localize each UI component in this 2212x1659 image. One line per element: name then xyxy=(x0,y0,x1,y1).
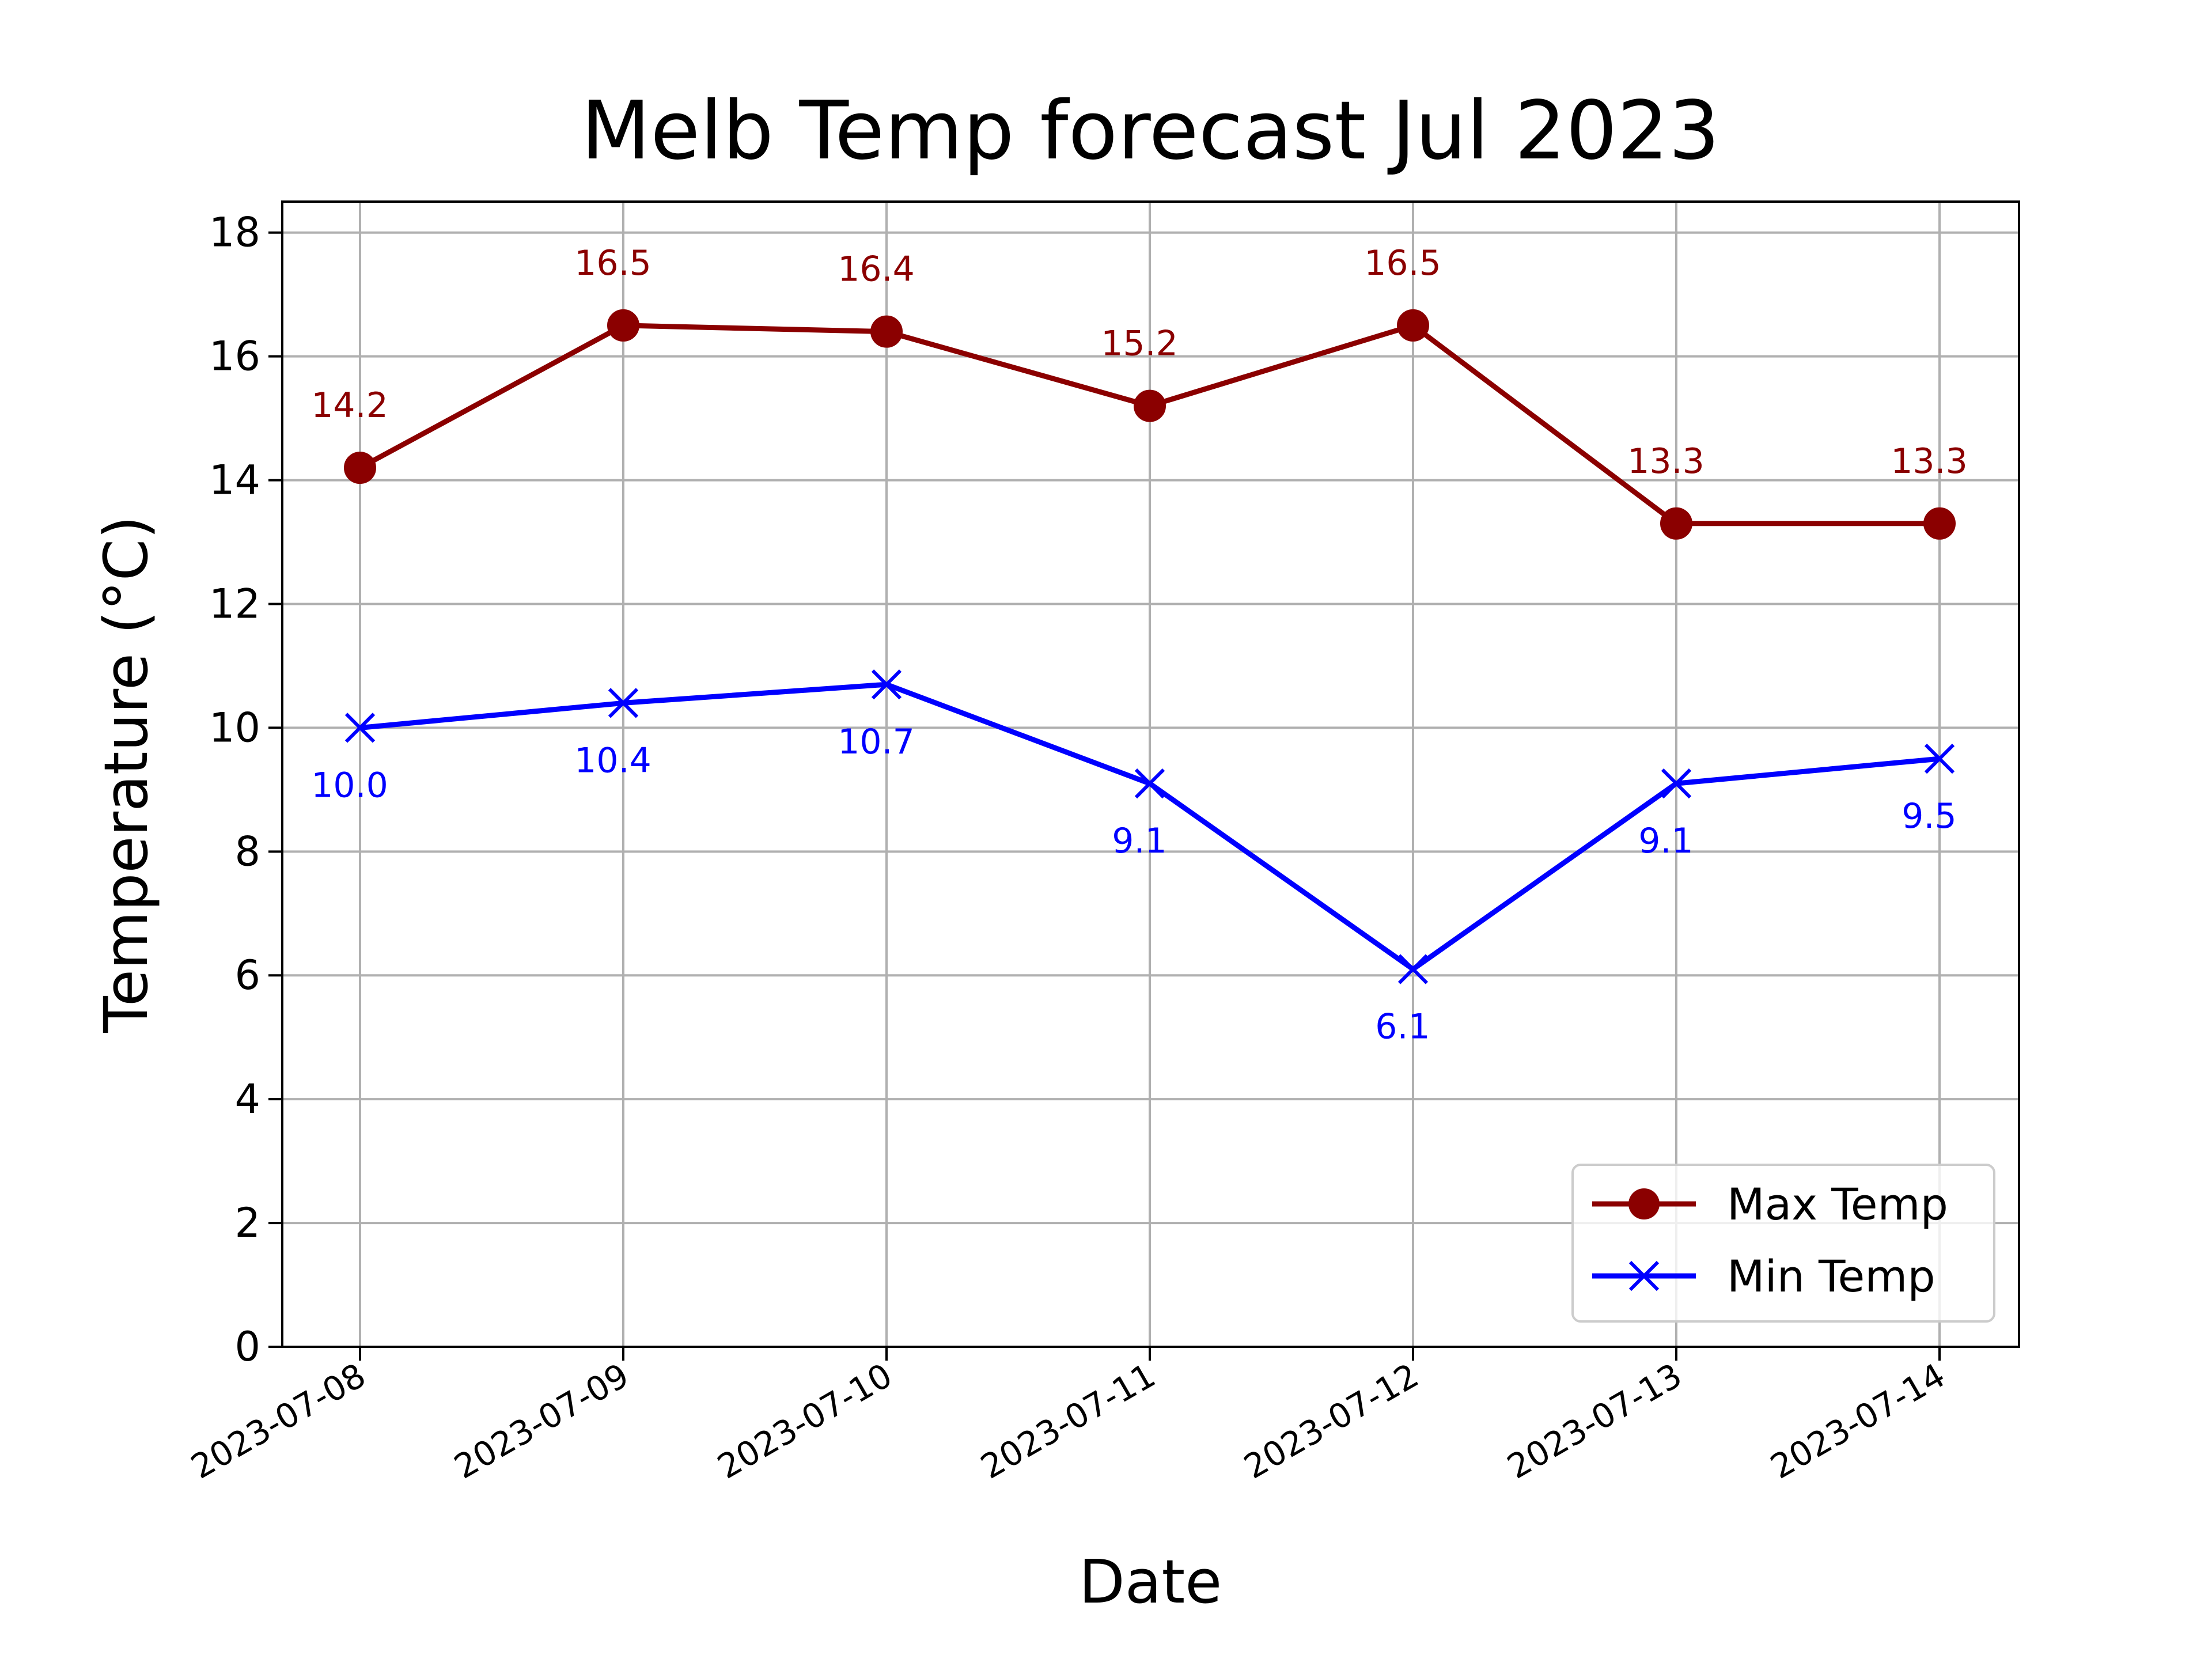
min-temp-data-label: 10.4 xyxy=(574,740,652,781)
legend-label: Max Temp xyxy=(1727,1179,1948,1230)
y-tick-label: 10 xyxy=(209,704,260,751)
max-temp-data-label: 16.5 xyxy=(574,243,652,283)
min-temp-data-label: 9.1 xyxy=(1112,821,1166,861)
legend-marker xyxy=(1628,1260,1660,1291)
marker-stroke xyxy=(1661,768,1692,799)
marker-stroke xyxy=(608,688,639,718)
marker-stroke xyxy=(1397,954,1429,984)
max-temp-data-label: 13.3 xyxy=(1891,441,1968,482)
min-temp-point xyxy=(871,669,902,700)
y-tick-label: 16 xyxy=(209,333,260,380)
y-tick-label: 6 xyxy=(234,952,260,999)
y-tick-label: 12 xyxy=(209,580,260,627)
max-temp-point xyxy=(344,452,376,484)
y-tick-label: 4 xyxy=(234,1075,260,1123)
legend-marker xyxy=(1628,1188,1660,1219)
y-tick-label: 18 xyxy=(209,209,260,256)
max-temp-point xyxy=(1660,507,1692,540)
min-temp-data-label: 10.7 xyxy=(838,722,915,762)
y-tick-label: 0 xyxy=(234,1323,260,1370)
chart-title: Melb Temp forecast Jul 2023 xyxy=(581,84,1719,178)
max-temp-data-label: 14.2 xyxy=(311,385,388,426)
y-tick-label: 8 xyxy=(234,828,260,875)
marker-stroke xyxy=(1134,768,1165,799)
min-temp-data-label: 9.1 xyxy=(1638,821,1693,861)
marker-stroke xyxy=(344,713,376,743)
marker-stroke xyxy=(871,669,902,700)
max-temp-data-label: 16.4 xyxy=(838,249,915,290)
min-temp-point xyxy=(344,713,376,743)
min-temp-point xyxy=(1661,768,1692,799)
max-temp-data-label: 16.5 xyxy=(1364,243,1441,283)
min-temp-point xyxy=(1134,768,1165,799)
legend: Max Temp Min Temp xyxy=(1571,1164,1995,1323)
max-temp-point xyxy=(607,309,639,342)
min-temp-data-label: 9.5 xyxy=(1902,796,1956,836)
legend-entry-max-temp: Max Temp xyxy=(1592,1179,1948,1230)
max-temp-point xyxy=(1397,309,1429,342)
min-temp-data-label: 6.1 xyxy=(1375,1006,1430,1047)
max-temp-point xyxy=(1923,507,1956,540)
y-axis-title: Temperature (°C) xyxy=(91,516,161,1033)
min-temp-point xyxy=(1924,744,1955,774)
max-temp-point xyxy=(870,315,903,348)
legend-label: Min Temp xyxy=(1727,1251,1936,1302)
x-axis-title: Date xyxy=(1079,1547,1222,1617)
series-layer xyxy=(344,309,1956,984)
grid xyxy=(282,202,2019,1348)
max-temp-point xyxy=(1134,389,1166,422)
min-temp-data-label: 10.0 xyxy=(311,765,388,805)
max-temp-data-label: 13.3 xyxy=(1627,441,1705,482)
legend-entry-min-temp: Min Temp xyxy=(1592,1251,1936,1302)
data-labels: 14.2 16.5 16.4 15.2 16.5 13.3 13.3 10.0 10.4 10.7… xyxy=(311,243,1968,1047)
min-temp-point xyxy=(608,688,639,718)
min-temp-point xyxy=(1397,954,1429,984)
max-temp-data-label: 15.2 xyxy=(1101,324,1178,364)
y-tick-label: 2 xyxy=(234,1199,260,1247)
marker-stroke xyxy=(1924,744,1955,774)
y-tick-label: 14 xyxy=(209,457,260,504)
